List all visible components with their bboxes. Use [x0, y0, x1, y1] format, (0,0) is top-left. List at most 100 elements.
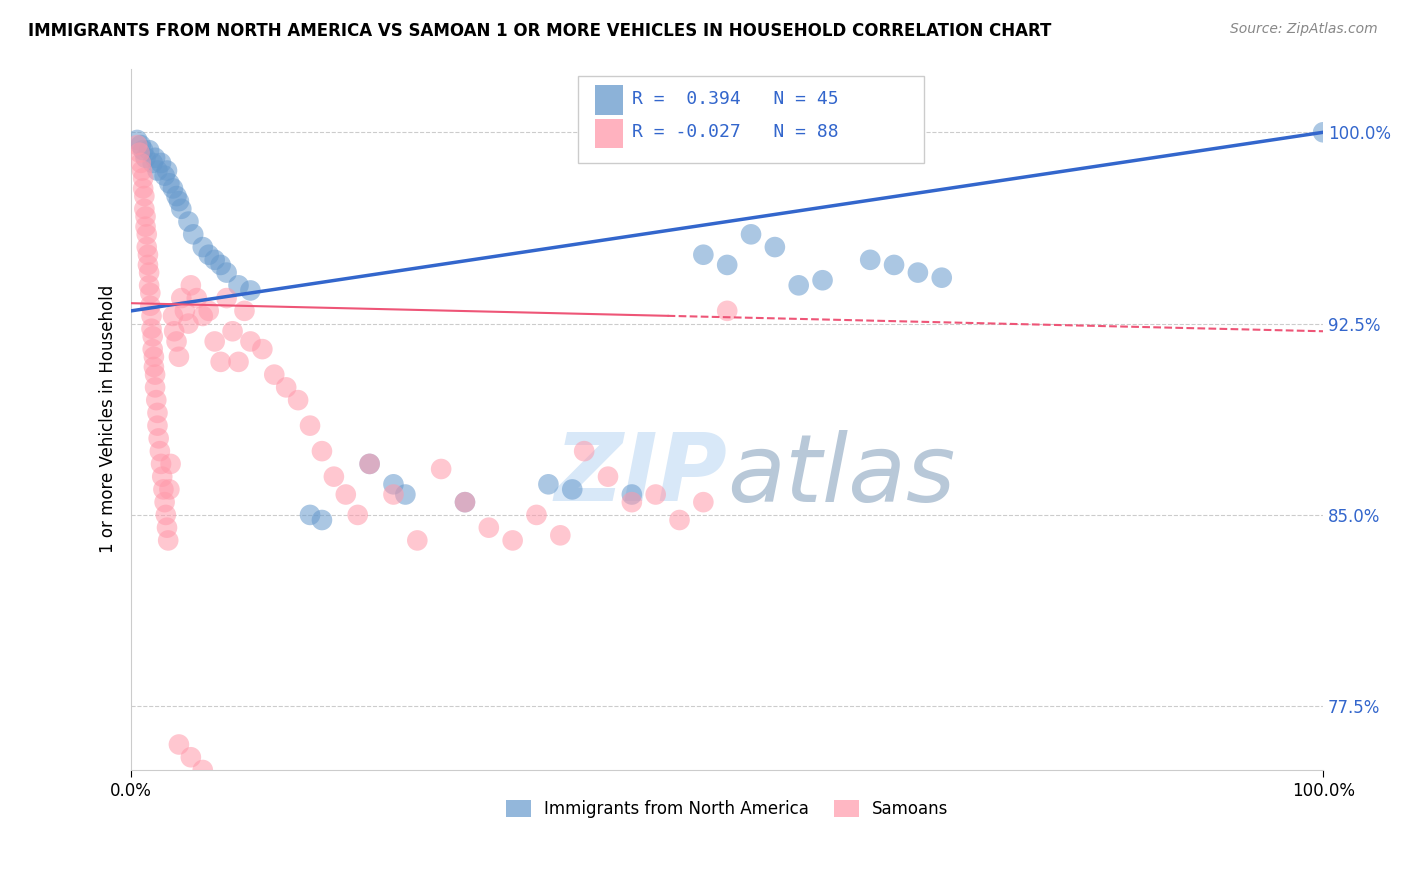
Point — [204, 252, 226, 267]
Point — [209, 355, 232, 369]
Point — [228, 355, 250, 369]
Point — [692, 248, 714, 262]
Text: atlas: atlas — [727, 430, 956, 521]
Point — [287, 393, 309, 408]
Point — [142, 329, 165, 343]
Point — [138, 143, 160, 157]
Point — [204, 776, 226, 790]
Point — [197, 303, 219, 318]
Point — [620, 487, 643, 501]
Point — [454, 495, 477, 509]
Point — [127, 138, 149, 153]
Point — [406, 533, 429, 548]
Point — [150, 469, 173, 483]
Point — [644, 487, 666, 501]
Point — [252, 342, 274, 356]
Point — [561, 483, 583, 497]
Point — [180, 278, 202, 293]
Point — [382, 487, 405, 501]
Point — [299, 418, 322, 433]
Point — [167, 194, 190, 209]
Point — [170, 202, 193, 216]
Point — [167, 350, 190, 364]
Point — [177, 214, 200, 228]
Point — [136, 248, 159, 262]
Legend: Immigrants from North America, Samoans: Immigrants from North America, Samoans — [499, 793, 955, 825]
Point — [132, 143, 155, 157]
Point — [239, 334, 262, 349]
Point — [221, 324, 243, 338]
Point — [170, 291, 193, 305]
FancyBboxPatch shape — [595, 119, 623, 148]
Point — [129, 138, 152, 153]
Point — [716, 303, 738, 318]
Point — [132, 181, 155, 195]
Point — [136, 258, 159, 272]
Point — [139, 299, 162, 313]
Point — [276, 380, 298, 394]
Point — [146, 418, 169, 433]
Point — [163, 324, 186, 338]
Text: IMMIGRANTS FROM NORTH AMERICA VS SAMOAN 1 OR MORE VEHICLES IN HOUSEHOLD CORRELAT: IMMIGRANTS FROM NORTH AMERICA VS SAMOAN … — [28, 22, 1052, 40]
Point — [150, 156, 173, 170]
Point — [620, 495, 643, 509]
Point — [478, 521, 501, 535]
Point — [155, 508, 177, 522]
Point — [132, 171, 155, 186]
Point — [692, 495, 714, 509]
Point — [907, 266, 929, 280]
Text: Source: ZipAtlas.com: Source: ZipAtlas.com — [1230, 22, 1378, 37]
Point — [430, 462, 453, 476]
Point — [159, 457, 181, 471]
Point — [322, 469, 344, 483]
Point — [537, 477, 560, 491]
Point — [311, 444, 333, 458]
Point — [209, 258, 232, 272]
Point — [134, 202, 156, 216]
Point — [763, 240, 786, 254]
Point — [346, 508, 368, 522]
Point — [129, 156, 152, 170]
Point — [335, 487, 357, 501]
Point — [153, 495, 176, 509]
Point — [191, 763, 214, 777]
Point — [141, 309, 163, 323]
Point — [263, 368, 285, 382]
Point — [394, 487, 416, 501]
Point — [502, 533, 524, 548]
Point — [382, 477, 405, 491]
Point — [157, 177, 180, 191]
Point — [167, 738, 190, 752]
Point — [931, 270, 953, 285]
Point — [233, 303, 256, 318]
Point — [299, 508, 322, 522]
Point — [135, 210, 157, 224]
Point — [359, 457, 381, 471]
Point — [135, 240, 157, 254]
Point — [138, 278, 160, 293]
Point — [716, 258, 738, 272]
Point — [142, 350, 165, 364]
Y-axis label: 1 or more Vehicles in Household: 1 or more Vehicles in Household — [100, 285, 117, 553]
Point — [143, 368, 166, 382]
Text: R =  0.394   N = 45: R = 0.394 N = 45 — [631, 90, 838, 108]
FancyBboxPatch shape — [595, 86, 623, 115]
Point — [134, 189, 156, 203]
Point — [145, 393, 167, 408]
Point — [142, 342, 165, 356]
Point — [204, 334, 226, 349]
Point — [150, 457, 173, 471]
Point — [166, 189, 188, 203]
Point — [191, 240, 214, 254]
Point — [141, 322, 163, 336]
Point — [128, 145, 150, 160]
Point — [142, 359, 165, 374]
Point — [131, 163, 153, 178]
Point — [550, 528, 572, 542]
Point — [239, 284, 262, 298]
Point — [177, 317, 200, 331]
FancyBboxPatch shape — [578, 76, 924, 163]
Point — [454, 495, 477, 509]
Point — [787, 278, 810, 293]
Point — [146, 163, 169, 178]
